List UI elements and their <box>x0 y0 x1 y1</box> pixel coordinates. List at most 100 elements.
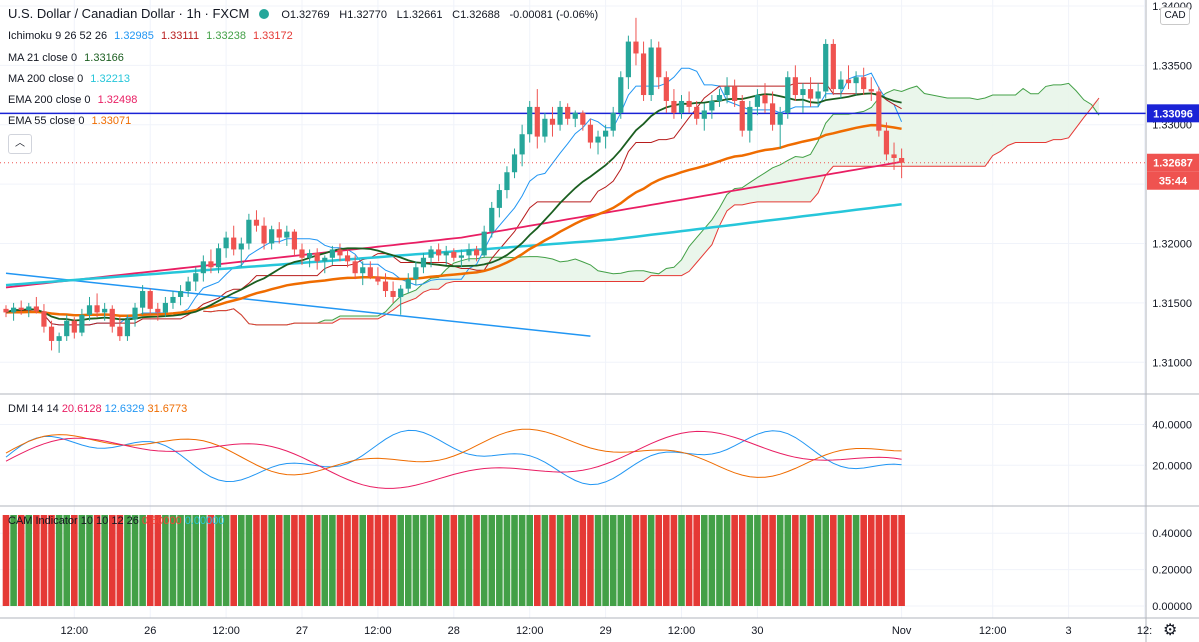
time-tick-label: 3 <box>1066 625 1072 637</box>
ohlc-close: C1.32688 <box>452 9 500 21</box>
candle-body <box>405 279 411 289</box>
candle-body <box>147 291 153 309</box>
cam-bar <box>268 515 275 606</box>
cam-bar <box>63 515 71 606</box>
legend-ema200[interactable]: EMA 200 close 0 1.32498 <box>8 94 138 106</box>
candle-body <box>724 86 730 96</box>
candle-body <box>177 291 184 297</box>
gear-icon[interactable]: ⚙ <box>1163 622 1178 639</box>
ichimoku-cloud-area <box>203 83 1099 325</box>
cam-bar <box>465 515 473 606</box>
candle-body <box>762 95 768 104</box>
candle-body <box>238 243 244 250</box>
cam-bar <box>488 515 496 606</box>
legend-dmi[interactable]: DMI 14 14 20.6128 12.6329 31.6773 <box>8 403 188 415</box>
candle-body <box>572 112 578 119</box>
candle-body <box>716 95 723 101</box>
candle-body <box>360 267 366 274</box>
candle-body <box>694 106 700 119</box>
cam-bar <box>883 515 890 606</box>
cam-bar <box>602 515 609 606</box>
ema55-line <box>5 123 902 318</box>
cam-bar <box>890 515 898 606</box>
candle-body <box>428 249 434 258</box>
candle-body <box>845 79 852 84</box>
ema200-line <box>5 160 902 289</box>
candle-body <box>542 118 548 137</box>
legend-ichimoku[interactable]: Ichimoku 9 26 52 26 1.32985 1.33111 1.33… <box>8 30 293 42</box>
legend-ma200[interactable]: MA 200 close 0 1.32213 <box>8 73 131 85</box>
candle-body <box>580 112 586 125</box>
cam-tick-label: 0.20000 <box>1152 565 1192 577</box>
time-tick-label: 12:00 <box>668 625 696 637</box>
candle-body <box>754 95 761 107</box>
candle-body <box>420 257 427 268</box>
cam-bar <box>10 515 17 606</box>
legend-ma21[interactable]: MA 21 close 0 1.33166 <box>8 52 124 64</box>
candle-body <box>732 86 738 101</box>
candle-body <box>291 231 298 250</box>
ichimoku-cloud <box>203 83 1099 325</box>
cam-bar <box>374 515 382 606</box>
candle-body <box>648 47 654 96</box>
candle-body <box>481 231 487 256</box>
cam-bar <box>253 515 260 606</box>
candle-body <box>185 281 191 292</box>
cam-bar <box>746 515 754 606</box>
candle-body <box>899 157 905 163</box>
cam-bar <box>420 515 427 606</box>
candle-body <box>656 47 662 78</box>
cam-bar <box>169 515 177 606</box>
currency-badge[interactable]: CAD <box>1160 7 1190 25</box>
candle-body <box>18 307 24 311</box>
trend-line <box>5 272 591 337</box>
cam-bar <box>344 515 351 606</box>
candle-body <box>549 118 556 125</box>
symbol-title[interactable]: U.S. Dollar / Canadian Dollar · 1h · FXC… <box>8 6 250 21</box>
candle-body <box>284 231 290 238</box>
candle-body <box>329 249 335 258</box>
cam-bar <box>761 515 769 606</box>
cam-bar <box>55 515 63 606</box>
time-tick-label: 12:00 <box>364 625 392 637</box>
candle-body <box>215 248 222 268</box>
cam-bar <box>17 515 25 606</box>
ichimoku-span-b-line <box>203 97 1100 326</box>
legend-ema55[interactable]: EMA 55 close 0 1.33071 <box>8 115 132 127</box>
cam-bar <box>367 515 374 606</box>
cam-bar <box>116 515 124 606</box>
cam-bar <box>25 515 33 606</box>
candle-body <box>587 124 594 143</box>
price-tick-label: 1.31000 <box>1152 357 1192 369</box>
candle-body <box>3 308 9 313</box>
cam-bar <box>776 515 784 606</box>
cam-bar <box>609 515 617 606</box>
countdown-label-bg <box>1147 171 1199 190</box>
cam-bar <box>222 515 230 606</box>
cam-bar <box>435 515 442 606</box>
cam-bar <box>458 515 465 606</box>
visibility-dot-icon[interactable] <box>259 9 270 19</box>
candle-body <box>815 91 821 99</box>
cam-bar <box>177 515 184 606</box>
candle-body <box>375 276 381 282</box>
candle-body <box>830 43 836 90</box>
collapse-legend-button[interactable]: ︿ <box>8 134 32 154</box>
candle-body <box>48 326 55 341</box>
cam-bar <box>245 515 253 606</box>
time-tick-label: 12:00 <box>516 625 544 637</box>
time-tick-label: Nov <box>892 625 912 637</box>
cam-bar <box>139 515 146 606</box>
candle-body <box>610 112 616 131</box>
candle-body <box>314 253 320 262</box>
ohlc-change: -0.00081 (-0.06%) <box>509 9 599 21</box>
candle-body <box>337 249 343 256</box>
cam-bar <box>837 515 845 606</box>
candle-body <box>10 307 17 313</box>
cam-bar <box>754 515 761 606</box>
legend-cam[interactable]: CAM Indicator 10 10 12 26 0.50000 0.0000… <box>8 515 225 527</box>
candle-body <box>861 77 867 90</box>
candle-body <box>382 281 389 292</box>
cam-bar <box>40 515 48 606</box>
